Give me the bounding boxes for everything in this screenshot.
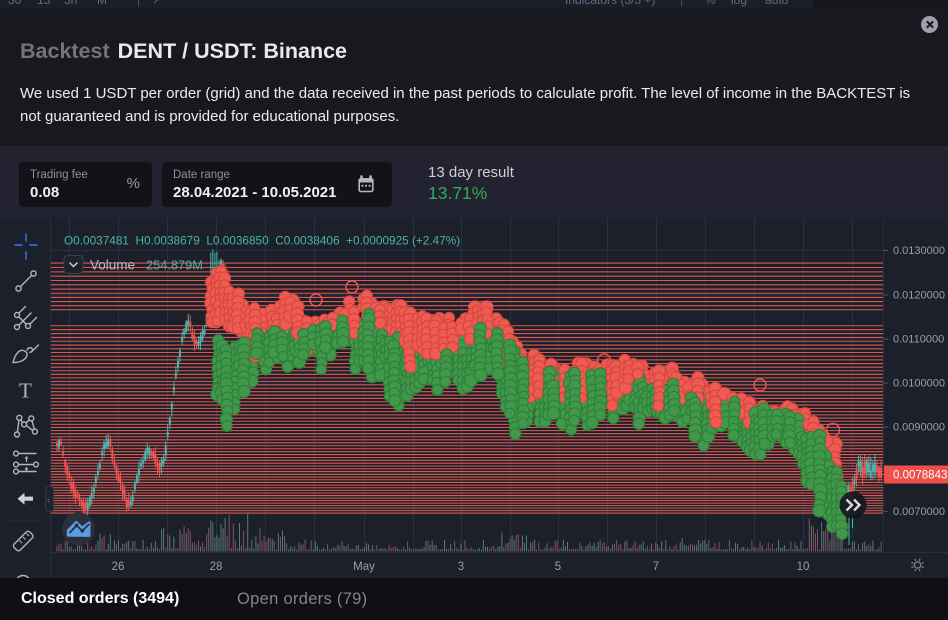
svg-text:T: T [19, 379, 32, 403]
svg-text:254.879M: 254.879M [146, 258, 203, 273]
svg-text:28: 28 [210, 561, 223, 573]
svg-text:0.0070000: 0.0070000 [893, 506, 945, 518]
svg-text:Volume: Volume [90, 258, 135, 273]
svg-text:O0.0037481 H0.0038679 L0.003: O0.0037481 H0.0038679 L0.0036850 C0.0038… [64, 234, 460, 248]
svg-text:0.0130000: 0.0130000 [893, 245, 945, 257]
svg-text:0.0100000: 0.0100000 [893, 378, 945, 390]
svg-text:‹: ‹ [47, 495, 50, 505]
svg-text:5: 5 [555, 561, 561, 573]
svg-text:0.0120000: 0.0120000 [893, 290, 945, 302]
svg-text:0.0078843: 0.0078843 [893, 470, 947, 482]
svg-text:7: 7 [653, 561, 659, 573]
svg-text:0.0110000: 0.0110000 [893, 334, 944, 346]
svg-text:26: 26 [112, 561, 125, 573]
svg-text:10: 10 [797, 561, 810, 573]
svg-text:0.0090000: 0.0090000 [893, 422, 945, 434]
svg-text:May: May [353, 561, 375, 573]
svg-text:3: 3 [458, 561, 464, 573]
